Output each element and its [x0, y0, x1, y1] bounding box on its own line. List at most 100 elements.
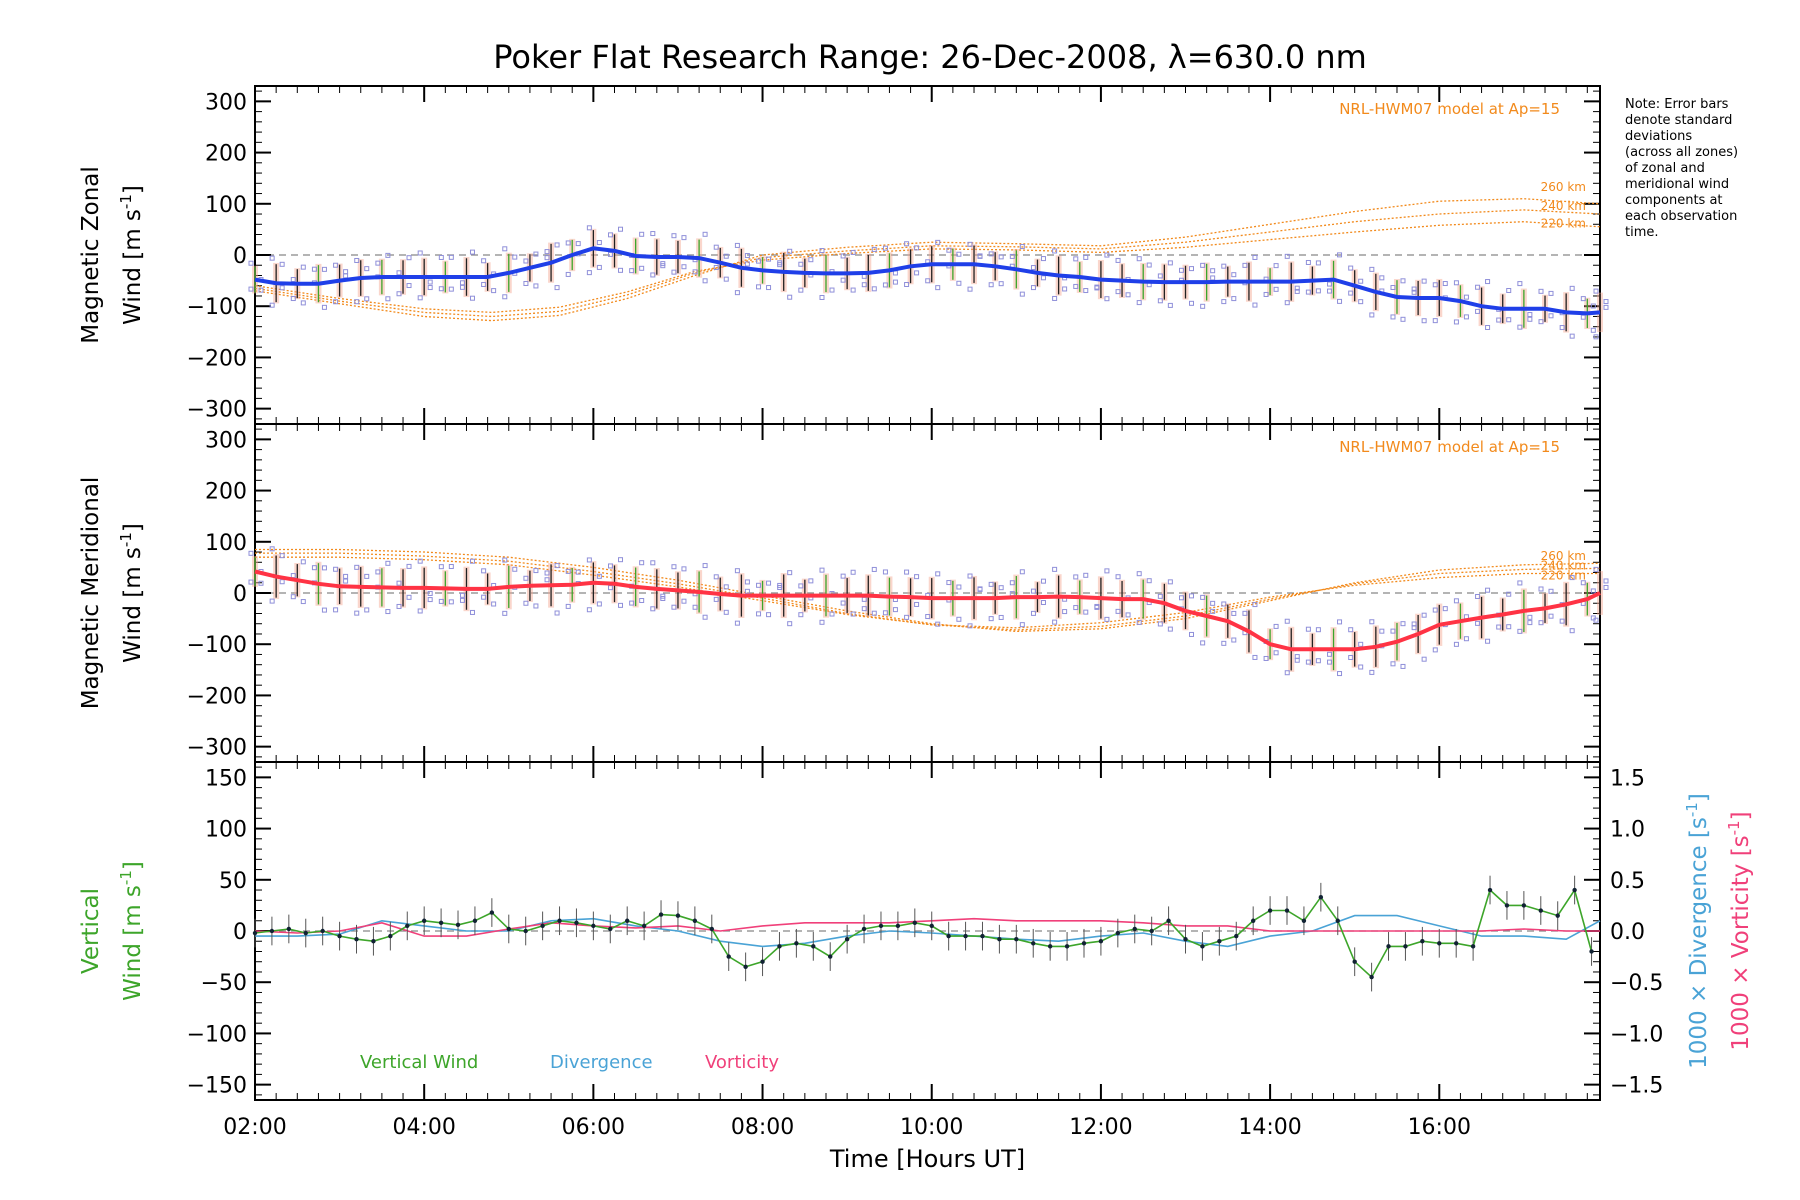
scatter-point [1421, 612, 1427, 618]
vertical-wind-point [1420, 939, 1425, 944]
scatter-point [248, 286, 254, 292]
scatter-point [396, 291, 402, 297]
scatter-point [1252, 302, 1258, 308]
scatter-point [1263, 291, 1269, 297]
scatter-point [756, 284, 762, 290]
scatter-point [1062, 609, 1068, 615]
scatter-point [1485, 587, 1491, 593]
model-line [255, 556, 1600, 629]
scatter-point [1475, 284, 1481, 290]
scatter-point [871, 610, 877, 616]
y-tick-label: 200 [205, 480, 247, 505]
scatter-point [1052, 619, 1058, 625]
y-axis-label-line1: Magnetic Meridional [78, 477, 104, 710]
scatter-point [840, 600, 846, 606]
scatter-point [448, 564, 454, 570]
scatter-point [935, 239, 941, 245]
scatter-point [1315, 658, 1321, 664]
scatter-point [1252, 254, 1258, 260]
scatter-point [713, 244, 719, 250]
vertical-wind-point [625, 918, 630, 923]
scatter-point [819, 294, 825, 300]
scatter-point [1115, 289, 1121, 295]
scatter-point [1569, 333, 1575, 339]
label-text: 1000 × Vorticity [s [1728, 835, 1754, 1050]
model-line-label: 220 km [1541, 216, 1586, 230]
scatter-point [1593, 566, 1599, 572]
scatter-point [343, 269, 349, 275]
scatter-point [766, 580, 772, 586]
scatter-point [1496, 624, 1502, 630]
y-axis-label-line2: Wind [m s-1] [117, 185, 146, 325]
scatter-point [1485, 638, 1491, 644]
x-axis-label: Time [Hours UT] [829, 1145, 1025, 1173]
scatter-point [1083, 288, 1089, 294]
scatter-point [1538, 586, 1544, 592]
vertical-wind-point [1437, 941, 1442, 946]
scatter-point [1548, 588, 1554, 594]
scatter-point [586, 607, 592, 613]
scatter-point [333, 607, 339, 613]
scatter-point [1453, 319, 1459, 325]
vertical-wind-line [254, 888, 1593, 979]
scatter-point [427, 285, 433, 291]
scatter-point [1083, 254, 1089, 260]
vertical-wind-point [354, 936, 359, 942]
scatter-point [396, 580, 402, 586]
scatter-point [554, 563, 560, 569]
scatter-point [1136, 619, 1142, 625]
scatter-point [1442, 606, 1448, 612]
scatter-point [343, 578, 349, 584]
scatter-point [1593, 334, 1599, 340]
vertical-wind-point [1403, 944, 1408, 949]
scatter-point [977, 586, 983, 592]
scatter-point [1337, 619, 1343, 625]
model-line-label: 260 km [1541, 549, 1586, 563]
legend-item: Vorticity [705, 1052, 779, 1073]
scatter-point [438, 564, 444, 570]
scatter-point [1073, 574, 1079, 580]
scatter-point [1475, 593, 1481, 599]
scatter-point [1432, 282, 1438, 288]
scatter-point [935, 285, 941, 291]
scatter-point [798, 261, 804, 267]
scatter-point [438, 286, 444, 292]
y-tick-label: 0 [233, 920, 247, 945]
scatter-point [1538, 319, 1544, 325]
scatter-point [744, 588, 750, 594]
vertical-wind-point [1132, 926, 1137, 932]
scatter-point [502, 246, 508, 252]
scatter-point [1125, 612, 1131, 618]
scatter-point [998, 254, 1004, 260]
scatter-point [1294, 288, 1300, 294]
scatter-point [1327, 651, 1333, 657]
scatter-point [459, 284, 465, 290]
scatter-point [279, 285, 285, 291]
scatter-point [756, 582, 762, 588]
scatter-point [375, 569, 381, 575]
vertical-wind-point [726, 954, 731, 959]
scatter-point [300, 599, 306, 605]
note-line: time. [1625, 225, 1659, 240]
scatter-point [1094, 603, 1100, 609]
scatter-point [269, 598, 275, 604]
scatter-point [1210, 600, 1216, 606]
scatter-point [766, 256, 772, 262]
vertical-wind-point [709, 926, 714, 932]
scatter-point [343, 573, 349, 579]
label-text: Wind [m s [120, 547, 146, 663]
scatter-point [1400, 621, 1406, 627]
vertical-wind-point [1217, 939, 1222, 944]
scatter-point [1189, 631, 1195, 637]
scatter-point [650, 560, 656, 566]
vertical-wind-point [540, 923, 545, 929]
scatter-point [1548, 313, 1554, 319]
scatter-point [1284, 618, 1290, 624]
scatter-point [554, 242, 560, 248]
scatter-point [1548, 290, 1554, 296]
mean-wind-line [254, 246, 1601, 316]
scatter-point [1221, 601, 1227, 607]
x-tick-label: 02:00 [223, 1115, 286, 1140]
scatter-point [1294, 654, 1300, 660]
scatter-point [1009, 253, 1015, 259]
